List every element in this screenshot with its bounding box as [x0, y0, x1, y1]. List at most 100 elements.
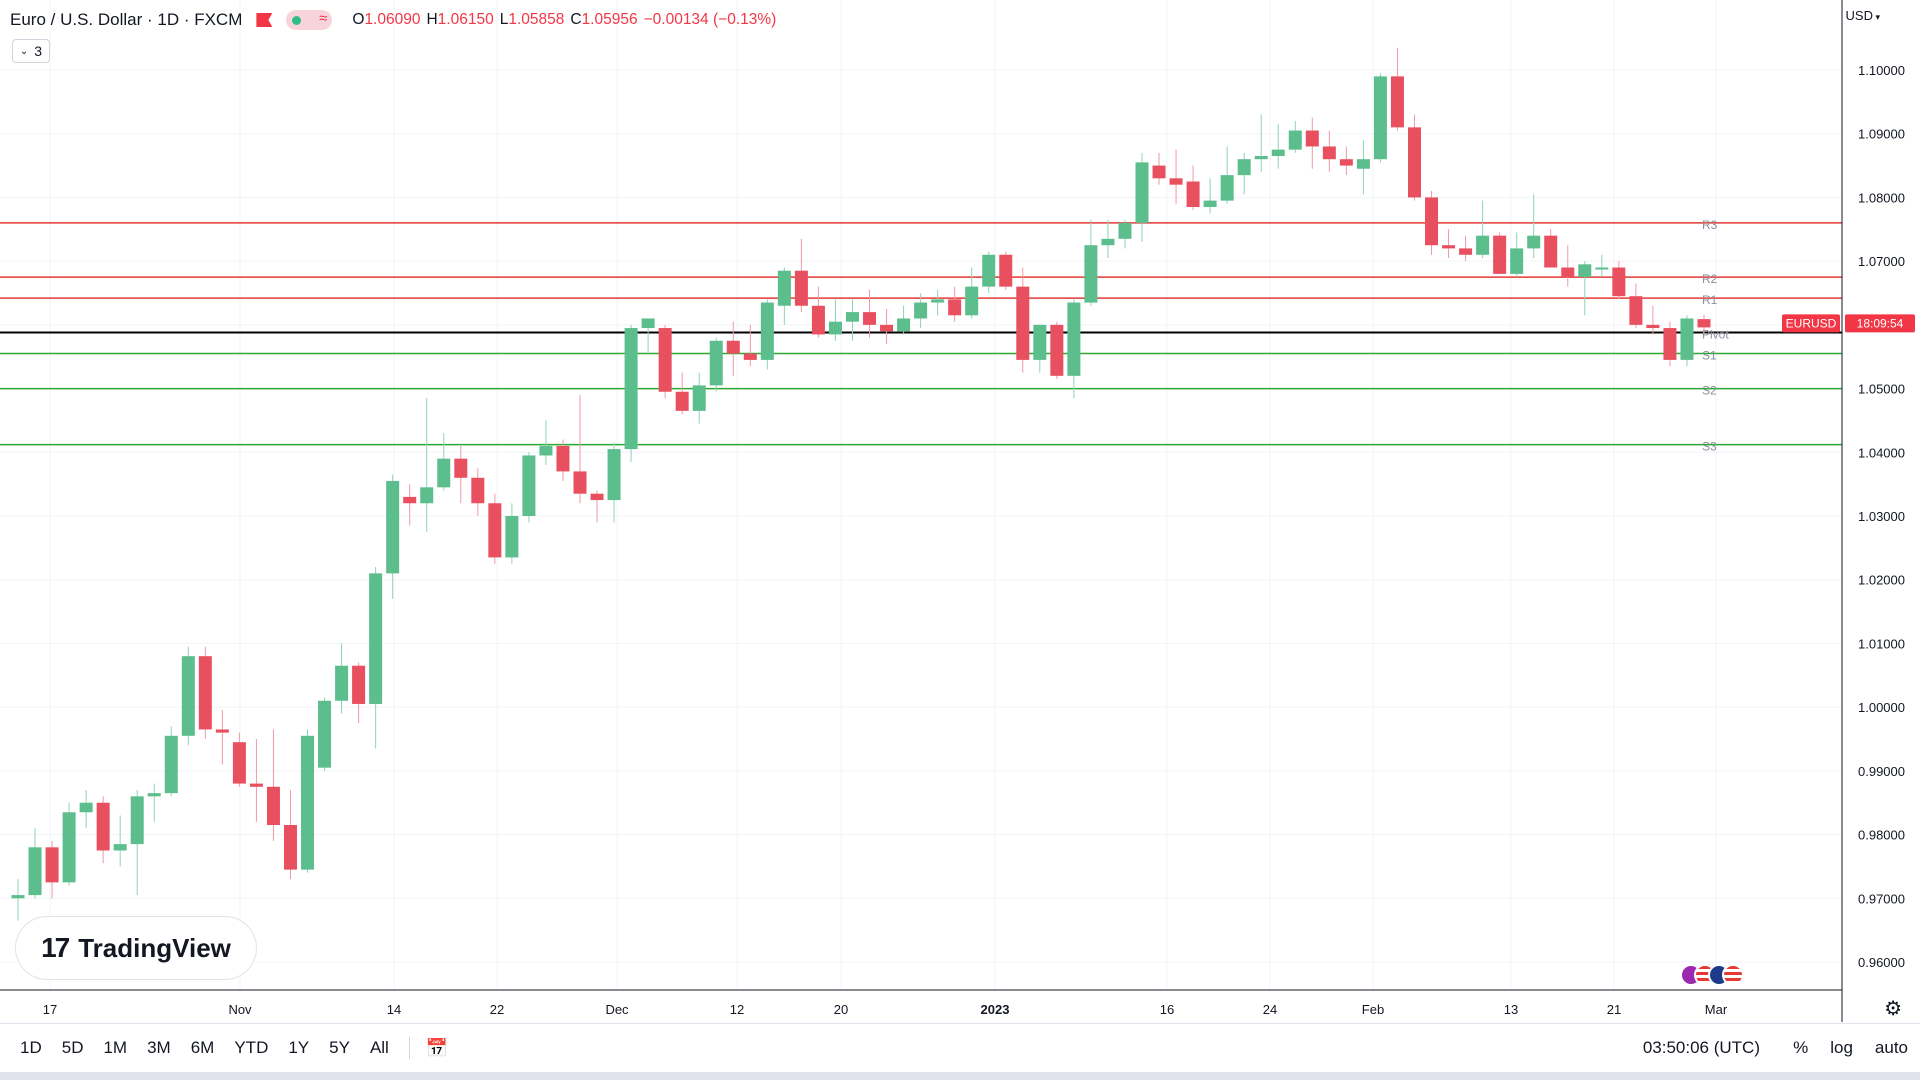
candle-body	[965, 286, 979, 316]
gear-icon[interactable]: ⚙	[1884, 998, 1902, 1020]
candle-body	[181, 656, 195, 736]
candle	[1084, 219, 1098, 306]
candle-body	[318, 700, 332, 768]
candle-body	[369, 573, 383, 704]
price-axis-bg	[1842, 0, 1920, 1022]
us-flag-icon[interactable]	[1722, 964, 1744, 986]
candle	[1237, 152, 1251, 195]
candle	[658, 324, 672, 399]
log-scale-button[interactable]: log	[1830, 1038, 1853, 1057]
bottom-toolbar: 1D 5D 1M 3M 6M YTD 1Y 5Y All 📅 03:50:06 (UTC) % …	[0, 1023, 1920, 1072]
candle	[181, 646, 195, 746]
economic-events[interactable]	[1680, 964, 1744, 986]
price-tick-label: 1.08000	[1858, 190, 1905, 205]
range-button-5y[interactable]: 5Y	[329, 1038, 350, 1057]
candle	[1169, 149, 1183, 204]
candle-body	[726, 340, 740, 354]
candle-body	[1578, 264, 1592, 278]
indicator-count: 3	[34, 43, 43, 59]
time-axis[interactable]: 17 Nov 14 22 Dec 12 20 2023 16 24 Feb 13 21 Mar	[0, 989, 1842, 1017]
logo-text: TradingView	[78, 932, 231, 963]
candle-body	[1459, 248, 1473, 255]
range-button-5d[interactable]: 5D	[61, 1038, 84, 1057]
candle-body	[1612, 267, 1626, 297]
candle	[948, 286, 962, 322]
market-status-toggle[interactable]: ≈	[286, 10, 333, 30]
range-button-ytd[interactable]: YTD	[234, 1038, 269, 1057]
candle	[709, 337, 723, 392]
candle	[249, 739, 263, 822]
range-button-all[interactable]: All	[369, 1038, 389, 1057]
scale-options: % log auto	[1793, 1024, 1908, 1072]
flag-icon[interactable]	[256, 13, 273, 27]
candle-body	[1493, 235, 1507, 274]
candle-body	[266, 786, 280, 826]
candle-body	[931, 299, 945, 303]
candle	[488, 493, 502, 564]
candle-body	[96, 802, 110, 851]
range-button-1y[interactable]: 1Y	[288, 1038, 310, 1057]
price-axis[interactable]: 1.100001.090001.080001.070001.060001.050…	[1782, 0, 1920, 1022]
logo-mark: 17	[41, 932, 70, 963]
percent-scale-button[interactable]: %	[1793, 1038, 1809, 1057]
candle	[28, 828, 42, 899]
candle-body	[1680, 318, 1694, 360]
candle-body	[249, 783, 263, 787]
candle-body	[1271, 149, 1285, 157]
candle-body	[386, 480, 400, 574]
candle	[845, 299, 859, 341]
open-value: 1.06090	[364, 11, 421, 28]
candle-body	[1135, 162, 1149, 223]
candle-body	[403, 496, 417, 504]
price-tick-label: 1.09000	[1858, 127, 1905, 142]
go-to-date-icon[interactable]: 📅	[425, 1037, 449, 1058]
candle	[999, 251, 1013, 290]
candle-body	[1084, 245, 1098, 303]
candle	[726, 321, 740, 376]
chevron-down-icon: ⌄	[19, 45, 29, 57]
candle-body	[1510, 248, 1524, 274]
candle-body	[28, 847, 42, 896]
price-tick-label: 1.07000	[1858, 254, 1905, 269]
candle-body	[1527, 235, 1541, 249]
candle-body	[828, 321, 842, 335]
utc-clock[interactable]: 03:50:06 (UTC)	[1642, 1038, 1760, 1057]
candle-body	[1033, 324, 1047, 360]
range-button-6m[interactable]: 6M	[190, 1038, 215, 1057]
pivot-levels: R3 R2 R1 Pivot S1 S2 S3	[0, 218, 1842, 454]
candle-body	[1237, 159, 1251, 176]
symbol-title[interactable]: Euro / U.S. Dollar · 1D · FXCM	[10, 10, 243, 29]
price-tick-label: 0.97000	[1858, 891, 1905, 906]
candle-body	[1663, 328, 1677, 360]
candle	[556, 439, 570, 481]
candle	[62, 802, 76, 886]
price-chart[interactable]: R3 R2 R1 Pivot S1 S2 S3 1.10000 1.09000 1.08000 1…	[0, 0, 1920, 1022]
currency-selector[interactable]: USD ▾	[1845, 8, 1880, 23]
candle	[1186, 165, 1200, 211]
auto-scale-button[interactable]: auto	[1874, 1038, 1908, 1057]
candle	[811, 286, 825, 338]
level-label-s1: S1	[1702, 349, 1717, 363]
candle-body	[335, 665, 349, 701]
indicators-toggle[interactable]: ⌄ 3	[12, 39, 50, 63]
candle-body	[1203, 200, 1217, 207]
candle	[1663, 321, 1677, 367]
candle	[624, 324, 638, 462]
range-button-1d[interactable]: 1D	[20, 1038, 42, 1057]
candle-body	[1595, 267, 1609, 270]
candle-body	[301, 735, 315, 870]
range-button-3m[interactable]: 3M	[147, 1038, 171, 1057]
candle-body	[641, 318, 655, 329]
candle	[1578, 261, 1592, 316]
candle-body	[198, 656, 212, 730]
time-tick-label: 22	[490, 1002, 504, 1017]
candle	[897, 305, 911, 335]
candle	[437, 433, 451, 491]
tradingview-logo[interactable]: 17 TradingView	[16, 917, 256, 979]
range-button-1m[interactable]: 1M	[103, 1038, 128, 1057]
candle	[1544, 229, 1558, 268]
candle-body	[607, 449, 621, 501]
candle	[965, 267, 979, 319]
candle-body	[845, 312, 859, 322]
candle-body	[1305, 130, 1319, 147]
